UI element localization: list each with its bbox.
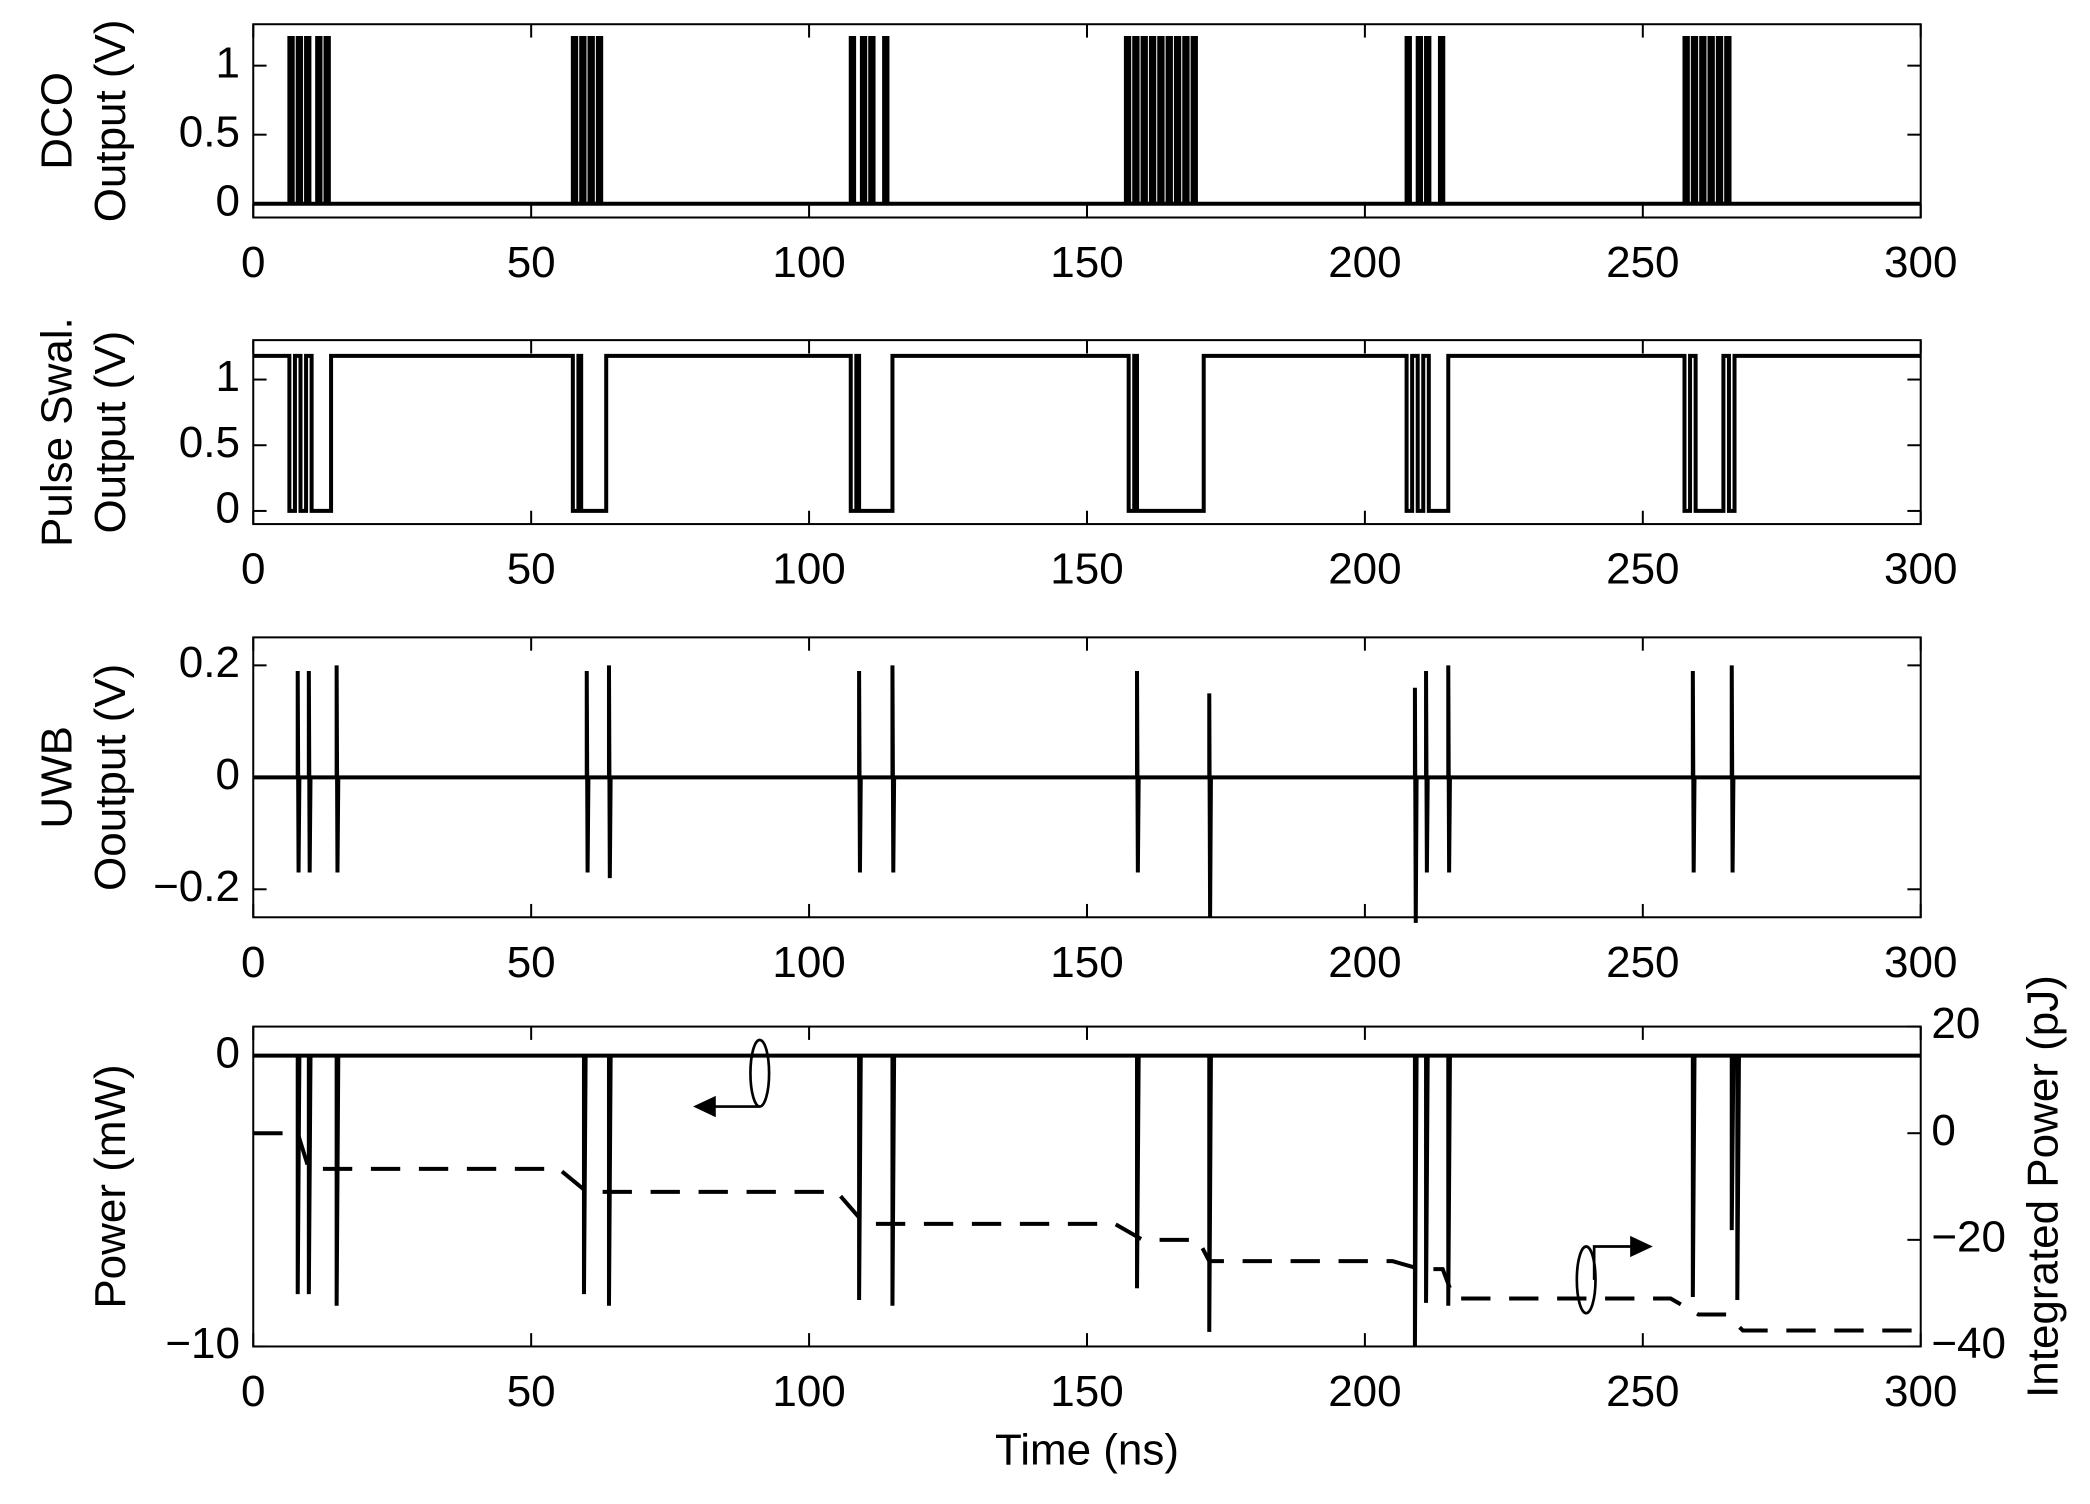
- plot-frame: [252, 339, 1922, 526]
- x-tick-label: 300: [1884, 1367, 1957, 1416]
- x-axis-label: Time (ns): [995, 1426, 1179, 1475]
- y-axis-label: Power (mW): [86, 1064, 135, 1308]
- y2-tick-label: −20: [1931, 1212, 2006, 1261]
- axis-indicator-ellipse: [1575, 1245, 1597, 1315]
- x-tick-label: 200: [1328, 545, 1401, 594]
- x-tick-label: 0: [241, 238, 265, 287]
- y-tick-label: 0.2: [179, 638, 240, 687]
- y-tick-label: 1: [215, 38, 239, 87]
- x-tick-label: 150: [1050, 1367, 1123, 1416]
- y-axis-label: Pulse Swal.: [33, 317, 82, 547]
- x-tick-label: 0: [241, 1367, 265, 1416]
- subplot: 0 50 100 150 200 250 300 0 0.5 1 DCO Output (V): [33, 19, 1958, 287]
- arrow-head: [693, 1095, 716, 1118]
- axis-indicator-ellipse: [749, 1038, 771, 1108]
- y2-tick-label: −40: [1931, 1319, 2006, 1368]
- y-tick-label: −10: [165, 1319, 240, 1368]
- data-line: [253, 1053, 1921, 1347]
- integrated-power-line: [253, 1131, 1921, 1333]
- y-axis-label: DCO: [33, 72, 82, 170]
- x-tick-label: 100: [772, 238, 845, 287]
- y-tick-label: 0.5: [179, 107, 240, 156]
- x-tick-label: 200: [1328, 238, 1401, 287]
- y-tick-label: 0: [215, 1028, 239, 1077]
- x-tick-label: 300: [1884, 238, 1957, 287]
- y-axis-label: Output (V): [86, 19, 135, 222]
- y-tick-label: 0: [215, 484, 239, 533]
- data-line: [253, 665, 1921, 923]
- y2-axis-label: Integrated Power (pJ): [2019, 975, 2068, 1398]
- x-tick-label: 50: [507, 238, 556, 287]
- axis-indicator-arrow: [1592, 1245, 1633, 1280]
- x-tick-label: 100: [772, 1367, 845, 1416]
- x-tick-label: 250: [1606, 545, 1679, 594]
- x-tick-label: 150: [1050, 938, 1123, 987]
- y-tick-label: 0: [215, 750, 239, 799]
- y-tick-label: 0: [215, 176, 239, 225]
- x-tick-label: 100: [772, 938, 845, 987]
- x-tick-label: 250: [1606, 938, 1679, 987]
- x-tick-label: 200: [1328, 938, 1401, 987]
- annotation-left-arrow: [693, 1038, 771, 1118]
- y-axis-label: Output (V): [86, 331, 135, 534]
- x-tick-label: 200: [1328, 1367, 1401, 1416]
- x-tick-label: 50: [507, 1367, 556, 1416]
- y-tick-label: −0.2: [153, 862, 240, 911]
- data-line: [253, 36, 1921, 206]
- y-axis-label: UWB: [33, 726, 82, 829]
- x-tick-label: 100: [772, 545, 845, 594]
- y-axis-label: Ooutput (V): [86, 664, 135, 891]
- x-tick-label: 300: [1884, 938, 1957, 987]
- x-tick-label: 250: [1606, 1367, 1679, 1416]
- y-tick-label: 1: [215, 352, 239, 401]
- x-tick-label: 300: [1884, 545, 1957, 594]
- x-tick-label: 150: [1050, 545, 1123, 594]
- x-tick-label: 50: [507, 545, 556, 594]
- x-tick-label: 0: [241, 938, 265, 987]
- annotation-right-arrow: [1575, 1235, 1653, 1315]
- arrow-head: [1630, 1235, 1653, 1258]
- x-tick-label: 250: [1606, 238, 1679, 287]
- y-tick-label: 0.5: [179, 418, 240, 467]
- data-line: [253, 353, 1921, 513]
- x-tick-label: 0: [241, 545, 265, 594]
- y2-tick-label: 0: [1931, 1106, 1955, 1155]
- x-tick-label: 50: [507, 938, 556, 987]
- subplot: 0 50 100 150 200 250 300 0 0.5 1 Pulse Swal. Output…: [33, 317, 1958, 593]
- plot-frame: [252, 23, 1922, 219]
- y2-tick-label: 20: [1931, 999, 1980, 1048]
- x-tick-label: 150: [1050, 238, 1123, 287]
